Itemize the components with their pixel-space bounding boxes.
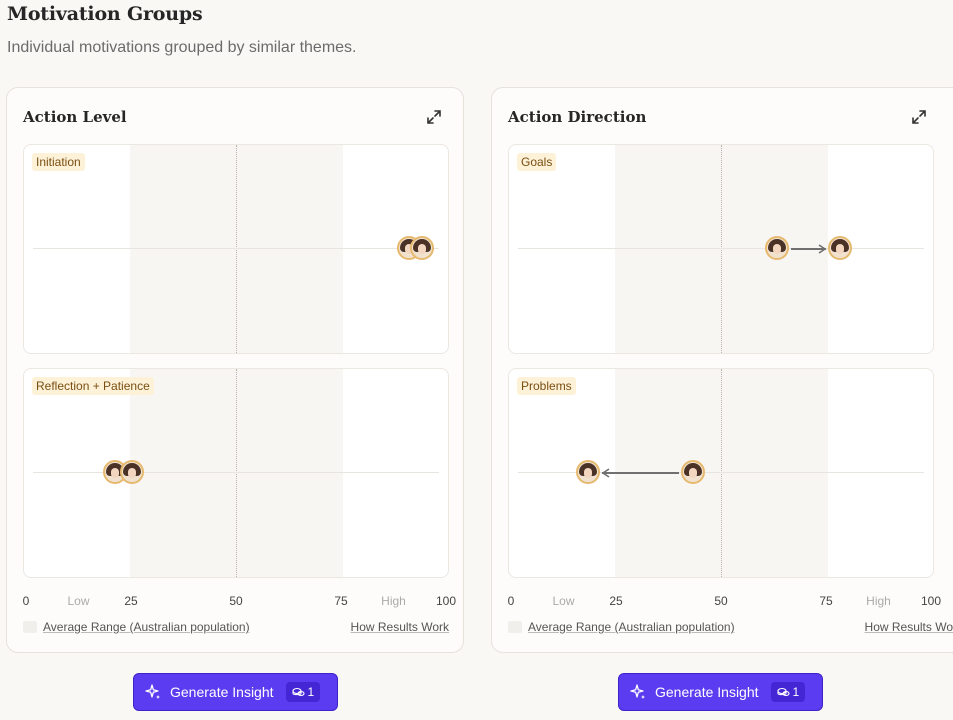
- scale-label: 25: [609, 594, 623, 608]
- scale-label: 75: [334, 594, 348, 608]
- scale-label: Low: [67, 594, 90, 608]
- scale-label: 0: [22, 594, 30, 608]
- axis-line: [518, 472, 924, 473]
- avatar-face: [417, 244, 426, 254]
- generate-insight-label: Generate Insight: [655, 684, 759, 700]
- scale-label: 50: [714, 594, 728, 608]
- legend-average-range: Average Range (Australian population): [528, 620, 735, 634]
- how-results-work-link[interactable]: How Results Work: [864, 620, 953, 634]
- card-title: Action Direction: [508, 108, 647, 126]
- avatar-face: [111, 468, 120, 478]
- page-title: Motivation Groups: [7, 3, 203, 25]
- scale-axis: 0 Low 25 50 75 High 100: [22, 594, 456, 610]
- chart-panel-goals: Goals: [508, 144, 934, 354]
- credit-count: 1: [792, 685, 800, 699]
- change-arrow: [601, 468, 679, 478]
- sparkle-icon: [630, 684, 645, 699]
- sparkle-icon: [145, 684, 160, 699]
- expand-icon[interactable]: [910, 108, 928, 126]
- axis-line: [33, 472, 439, 473]
- panel-label: Reflection + Patience: [32, 377, 154, 395]
- credit-count: 1: [307, 685, 315, 699]
- avatar[interactable]: [409, 236, 434, 260]
- avatar-face: [688, 468, 697, 478]
- generate-insight-button[interactable]: Generate Insight 1: [618, 673, 823, 711]
- avatar[interactable]: [827, 236, 852, 260]
- avatar-face: [835, 244, 844, 254]
- arrow-shaft: [790, 248, 826, 250]
- page-subtitle: Individual motivations grouped by simila…: [7, 39, 357, 56]
- midpoint-line: [721, 369, 722, 577]
- midpoint-line: [721, 145, 722, 353]
- credit-count-badge: 1: [285, 682, 321, 702]
- scale-label: Low: [552, 594, 575, 608]
- card-title: Action Level: [23, 108, 127, 126]
- avatar-face: [583, 468, 592, 478]
- scale-axis: 0 Low 25 50 75 High 100: [507, 594, 941, 610]
- scale-label: 100: [435, 594, 457, 608]
- avatar[interactable]: [575, 460, 600, 484]
- avatar-face: [128, 468, 136, 478]
- expand-icon[interactable]: [425, 108, 443, 126]
- generate-insight-button[interactable]: Generate Insight 1: [133, 673, 338, 711]
- scale-label: High: [866, 594, 891, 608]
- credit-count-badge: 1: [770, 682, 806, 702]
- midpoint-line: [236, 145, 237, 353]
- chart-panel-problems: Problems: [508, 368, 934, 578]
- legend-swatch: [508, 621, 522, 633]
- arrow-shaft: [601, 472, 679, 474]
- scale-label: 50: [229, 594, 243, 608]
- how-results-work-link[interactable]: How Results Work: [350, 620, 449, 634]
- axis-line: [33, 248, 439, 249]
- generate-insight-label: Generate Insight: [170, 684, 274, 700]
- scale-label: High: [381, 594, 406, 608]
- legend-swatch: [23, 621, 37, 633]
- axis-line: [518, 248, 924, 249]
- panel-label: Problems: [517, 377, 576, 395]
- arrow-head-icon: [601, 468, 610, 478]
- avatar[interactable]: [764, 236, 789, 260]
- scale-label: 75: [819, 594, 833, 608]
- avatar-face: [405, 244, 414, 254]
- avatar[interactable]: [680, 460, 705, 484]
- avatar[interactable]: [120, 460, 144, 484]
- card-action-level: Action Level Initiation Reflection + Pat…: [6, 87, 464, 653]
- panel-label: Goals: [517, 153, 557, 171]
- card-action-direction: Action Direction Goals Problems 0 Low 25…: [491, 87, 953, 653]
- panel-label: Initiation: [32, 153, 85, 171]
- scale-label: 0: [507, 594, 515, 608]
- midpoint-line: [236, 369, 237, 577]
- avatar-face: [772, 244, 781, 254]
- change-arrow: [790, 244, 827, 254]
- legend-average-range: Average Range (Australian population): [43, 620, 250, 634]
- coins-icon: [776, 687, 790, 696]
- scale-label: 25: [124, 594, 138, 608]
- arrow-head-icon: [818, 244, 827, 254]
- chart-panel-reflection-patience: Reflection + Patience: [23, 368, 449, 578]
- scale-label: 100: [920, 594, 942, 608]
- chart-panel-initiation: Initiation: [23, 144, 449, 354]
- coins-icon: [291, 687, 305, 696]
